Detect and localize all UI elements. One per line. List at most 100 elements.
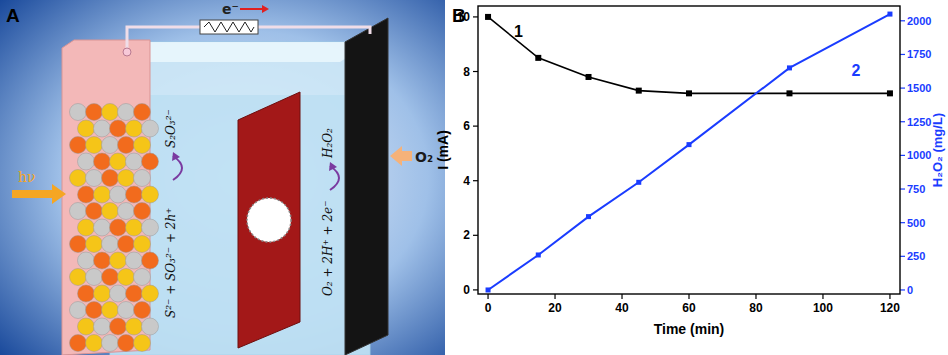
resistor-zigzag [204,22,254,32]
particle [142,120,159,137]
x-tick-label: 0 [485,301,492,315]
y2-tick [900,222,905,223]
particle [94,318,111,335]
x-tick [822,294,823,299]
particle [134,203,151,220]
particle [110,153,127,170]
particle [86,302,103,319]
x-tick [889,294,890,299]
series-label: 1 [514,23,523,40]
y2-tick [900,121,905,122]
particle [94,120,111,137]
y-tick [473,71,478,72]
particle [70,170,87,187]
y2-axis-title: H₂O₂ (mg/L) [930,113,945,187]
y-tick-label: 8 [463,65,470,79]
x-tick-label: 20 [548,301,562,315]
panel-label: B [452,5,466,26]
marker [636,180,641,185]
particle [134,302,151,319]
marker [887,12,892,17]
particle [102,104,119,121]
reaction-arrowhead [172,152,180,161]
particle [78,219,95,236]
particle [102,269,119,286]
particle [78,285,95,302]
background [0,0,445,355]
y2-tick-label: 500 [907,217,925,229]
particle [110,285,127,302]
electron-label: e⁻ [222,1,239,17]
particle [102,203,119,220]
particle [70,203,87,220]
particle [78,153,95,170]
particle [70,104,87,121]
particle [102,335,119,352]
particle [134,104,151,121]
particle [94,252,111,269]
reaction-arrowhead [329,162,337,171]
y2-tick [900,289,905,290]
x-tick [755,294,756,299]
marker [686,90,692,96]
y-axis-title: I (mA) [435,130,451,170]
light-arrow [12,184,66,204]
particle [134,137,151,154]
y2-tick-label: 1750 [907,48,931,60]
y-tick-label: 4 [463,174,470,188]
particle [118,302,135,319]
x-tick [621,294,622,299]
particle [110,318,127,335]
particle [118,203,135,220]
y-tick [473,180,478,181]
marker [586,214,591,219]
particle [142,252,159,269]
y2-tick-label: 1000 [907,149,931,161]
x-tick [487,294,488,299]
marker [536,252,541,257]
particle [126,219,143,236]
series-line [488,14,890,290]
y-tick [473,289,478,290]
figure: e⁻hνO₂S²⁻ + SO₃²⁻ + 2h⁺S₂O₃²⁻O₂ + 2H⁺ + … [0,0,948,355]
plot-frame [478,6,900,294]
particle [142,219,159,236]
plot-area [485,12,893,293]
marker [486,287,491,292]
particle [118,335,135,352]
marker [636,88,642,94]
reaction-product: H₂O₂ [321,128,335,159]
membrane-window [247,198,291,242]
electron-arrowhead [262,5,269,13]
particle [78,252,95,269]
particle [102,302,119,319]
particle [86,203,103,220]
y2-tick [900,20,905,21]
particle [134,269,151,286]
particle [134,236,151,253]
particle [142,285,159,302]
particle [78,186,95,203]
particle [118,137,135,154]
particle [70,335,87,352]
chart-background [448,0,948,355]
y-tick [473,16,478,17]
y2-tick [900,54,905,55]
light-label: hν [18,169,36,185]
series-line [488,17,890,93]
y2-tick-label: 2000 [907,15,931,27]
particle [86,104,103,121]
particle [70,236,87,253]
particle [126,120,143,137]
particle [118,236,135,253]
particle [78,318,95,335]
oxygen-arrow [390,146,412,166]
particle [110,120,127,137]
x-tick [688,294,689,299]
panel-b: 0204060801001200246810025050075010001250… [435,0,948,355]
reaction-product: S₂O₃²⁻ [164,109,178,148]
marker [586,74,592,80]
y-tick-label: 2 [463,228,470,242]
marker [485,14,491,20]
y-tick-label: 6 [463,119,470,133]
